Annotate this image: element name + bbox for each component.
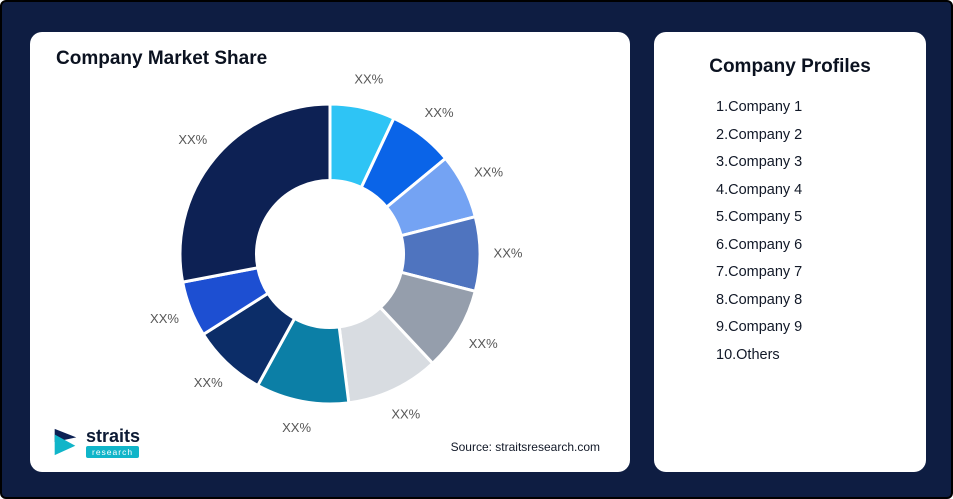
slice-label: XX% — [178, 132, 207, 147]
donut-chart-area: XX% XX% XX% XX% XX% XX% XX% XX% XX% XX% — [30, 62, 630, 462]
list-item: 4.Company 4 — [716, 181, 803, 198]
slice-label: XX% — [474, 165, 503, 180]
company-profiles-card: Company Profiles 1.Company 1 2.Company 2 3… — [654, 32, 926, 472]
straits-research-logo: straits research — [50, 426, 140, 458]
list-item: 8.Company 8 — [716, 291, 803, 308]
donut-slice — [178, 102, 332, 284]
list-item: 7.Company 7 — [716, 264, 803, 280]
logo-name: straits — [86, 426, 141, 446]
profiles-title: Company Profiles — [709, 56, 871, 77]
donut-chart: XX% XX% XX% XX% XX% XX% XX% XX% XX% XX% — [150, 72, 523, 435]
market-share-card: Company Market Share XX% XX% XX% XX% XX% XX% X… — [30, 32, 630, 472]
logo-text: straits research — [86, 426, 140, 458]
straits-logo-icon — [54, 428, 77, 456]
list-item: 1.Company 1 — [716, 99, 803, 115]
slice-label: XX% — [494, 245, 523, 260]
slice-label: XX% — [282, 420, 311, 435]
list-item: 10.Others — [716, 346, 780, 363]
list-item: 3.Company 3 — [716, 154, 803, 170]
list-item: 9.Company 9 — [716, 319, 803, 335]
source-attribution: Source: straitsresearch.com — [450, 440, 600, 454]
list-item: 5.Company 5 — [716, 209, 803, 225]
list-item: 6.Company 6 — [716, 236, 803, 253]
slice-label: XX% — [425, 105, 454, 120]
slice-label: XX% — [150, 311, 179, 326]
slice-label: XX% — [354, 72, 383, 87]
logo-sub: research — [86, 446, 140, 458]
slice-label: XX% — [391, 407, 420, 422]
slice-label: XX% — [194, 375, 223, 390]
list-item: 2.Company 2 — [716, 126, 803, 143]
chart-title: Company Market Share — [56, 48, 268, 69]
company-list: 1.Company 1 2.Company 2 3.Company 3 4.Compa… — [716, 94, 802, 369]
slice-label: XX% — [469, 336, 498, 351]
